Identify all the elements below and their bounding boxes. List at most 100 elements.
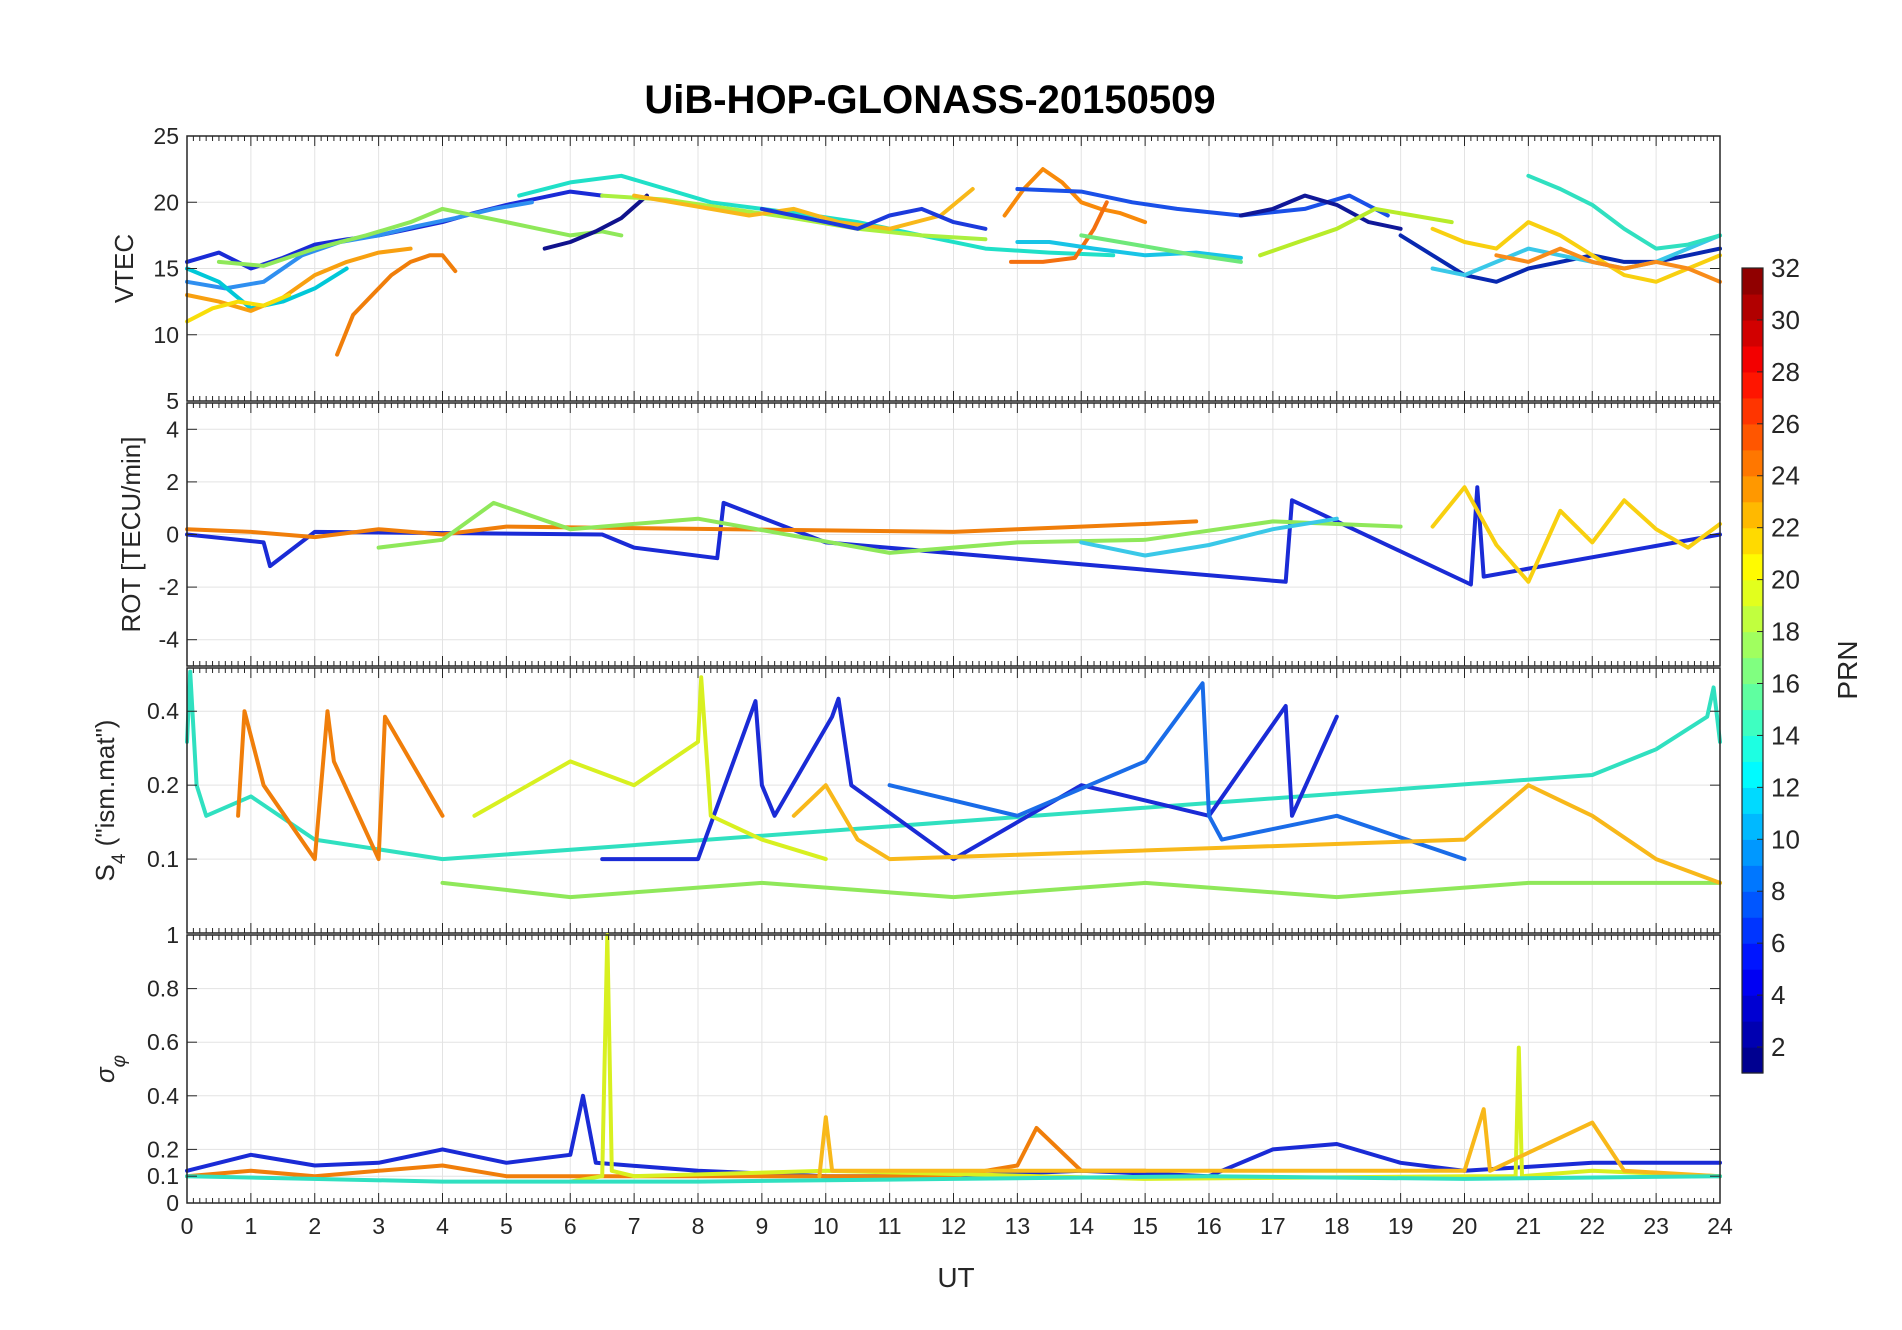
colorbar-segment — [1742, 449, 1763, 477]
y-tick-label: 25 — [153, 123, 179, 149]
series-line-4 — [335, 253, 458, 357]
series-line-15 — [1015, 187, 1390, 218]
y-tick-label: 10 — [153, 322, 179, 348]
series-line-7 — [791, 783, 1722, 885]
x-tick-label: 4 — [436, 1213, 449, 1239]
x-tick-label: 3 — [372, 1213, 385, 1239]
panel-4: 00.10.20.40.60.810 1 2 3 4 5 6 7 8 9 10 11 12 13 14 15 1… — [90, 922, 1733, 1239]
vtec-axis-label: VTEC — [109, 234, 139, 303]
y-tick-label: 0.4 — [147, 1083, 179, 1109]
x-tick-label: 16 — [1196, 1213, 1222, 1239]
series-line-3 — [376, 500, 1403, 555]
series-line-2 — [236, 709, 445, 862]
colorbar-segment — [1742, 761, 1763, 788]
y-tick-label: 20 — [153, 189, 179, 215]
x-tick-label: 5 — [500, 1213, 513, 1239]
series-line-5 — [1079, 516, 1339, 558]
x-tick-label: 12 — [941, 1213, 967, 1239]
colorbar-segment — [1742, 397, 1763, 425]
colorbar-segment — [1742, 293, 1763, 321]
x-tick-label: 6 — [564, 1213, 577, 1239]
y-tick-label: -4 — [159, 627, 180, 653]
series-line-20 — [1398, 233, 1722, 284]
series-line-6 — [440, 880, 1722, 900]
x-tick-label: 21 — [1516, 1213, 1542, 1239]
y-tick-label: 2 — [166, 469, 179, 495]
series-line-4 — [817, 1107, 1722, 1179]
y-tick-label: 0.1 — [147, 846, 179, 872]
series-line-19 — [1258, 206, 1454, 258]
y-tick-label: 0.6 — [147, 1029, 179, 1055]
colorbar-label: PRN — [1832, 640, 1863, 699]
colorbar-tick-label: 2 — [1771, 1032, 1785, 1062]
series-line-4 — [1430, 485, 1722, 584]
colorbar-segment — [1742, 579, 1763, 607]
sigma-phi-axis-label: σφ — [90, 1055, 130, 1083]
x-tick-label: 0 — [181, 1213, 194, 1239]
colorbar-segment — [1742, 683, 1763, 711]
colorbar-segment — [1742, 475, 1763, 503]
colorbar-segment — [1742, 371, 1763, 399]
x-tick-label: 23 — [1643, 1213, 1669, 1239]
series-line-2 — [185, 519, 1199, 540]
y-tick-label: 0.2 — [147, 772, 179, 798]
x-tick-label: 14 — [1068, 1213, 1094, 1239]
s4-label-sub: 4 — [109, 853, 130, 864]
y-tick-label: 0 — [166, 1190, 179, 1216]
series-line-2 — [185, 1126, 1148, 1179]
series-line-18 — [1238, 193, 1403, 231]
s4-axis-label: S4 ("ism.mat") — [90, 720, 130, 882]
series-line-5 — [185, 246, 413, 313]
colorbar-segment — [1742, 423, 1763, 451]
colorbar-segment — [1742, 969, 1763, 996]
colorbar-tick-label: 28 — [1771, 357, 1800, 387]
figure-title: UiB-HOP-GLONASS-20150509 — [644, 78, 1215, 122]
x-tick-label: 7 — [628, 1213, 641, 1239]
colorbar-segment — [1742, 891, 1763, 918]
colorbar-segment — [1742, 1021, 1763, 1048]
x-tick-label: 9 — [755, 1213, 768, 1239]
y-tick-label: 0 — [166, 522, 179, 548]
colorbar-segment — [1742, 943, 1763, 970]
sigma-label-main: σ — [90, 1066, 120, 1083]
x-tick-label: 13 — [1005, 1213, 1031, 1239]
x-tick-label: 11 — [878, 1213, 902, 1239]
series-line-24 — [1526, 173, 1722, 251]
series-line-3 — [600, 696, 1339, 862]
colorbar-tick-label: 10 — [1771, 824, 1800, 854]
colorbar-segment — [1742, 605, 1763, 633]
series-line-5 — [185, 1174, 1722, 1184]
colorbar-segment — [1742, 657, 1763, 685]
series-line-12 — [759, 206, 988, 231]
sigma-label-sub: φ — [109, 1055, 130, 1067]
series-line-14 — [1009, 200, 1109, 264]
colorbar-segment — [1742, 1047, 1763, 1074]
rot-axis-label: ROT [TECU/min] — [116, 437, 146, 633]
s4-label-main: S — [90, 864, 120, 881]
series-line-11 — [632, 187, 975, 231]
colorbar-frame — [1741, 267, 1764, 1074]
series-line-16 — [1015, 240, 1243, 260]
series-line-6 — [185, 293, 292, 324]
x-tick-label: 18 — [1324, 1213, 1350, 1239]
series-line-8 — [542, 193, 649, 251]
x-tick-label: 10 — [813, 1213, 839, 1239]
series-line-17 — [1079, 233, 1243, 264]
x-tick-label: 19 — [1388, 1213, 1414, 1239]
colorbar-segment — [1742, 813, 1763, 840]
y-tick-label: -2 — [159, 574, 179, 600]
y-tick-label: 0.8 — [147, 976, 179, 1002]
colorbar-tick-label: 16 — [1771, 668, 1800, 698]
x-axis-label: UT — [937, 1262, 974, 1293]
colorbar-tick-label: 24 — [1771, 461, 1800, 491]
colorbar-segment — [1742, 787, 1763, 814]
y-tick-label: 15 — [153, 256, 179, 282]
series-line-7 — [216, 206, 624, 268]
colorbar-tick-label: 20 — [1771, 565, 1800, 595]
colorbar-segment — [1742, 319, 1763, 347]
colorbar-segment — [1742, 865, 1763, 892]
colorbar-tick-label: 32 — [1771, 253, 1800, 283]
colorbar-tick-label: 12 — [1771, 772, 1800, 802]
